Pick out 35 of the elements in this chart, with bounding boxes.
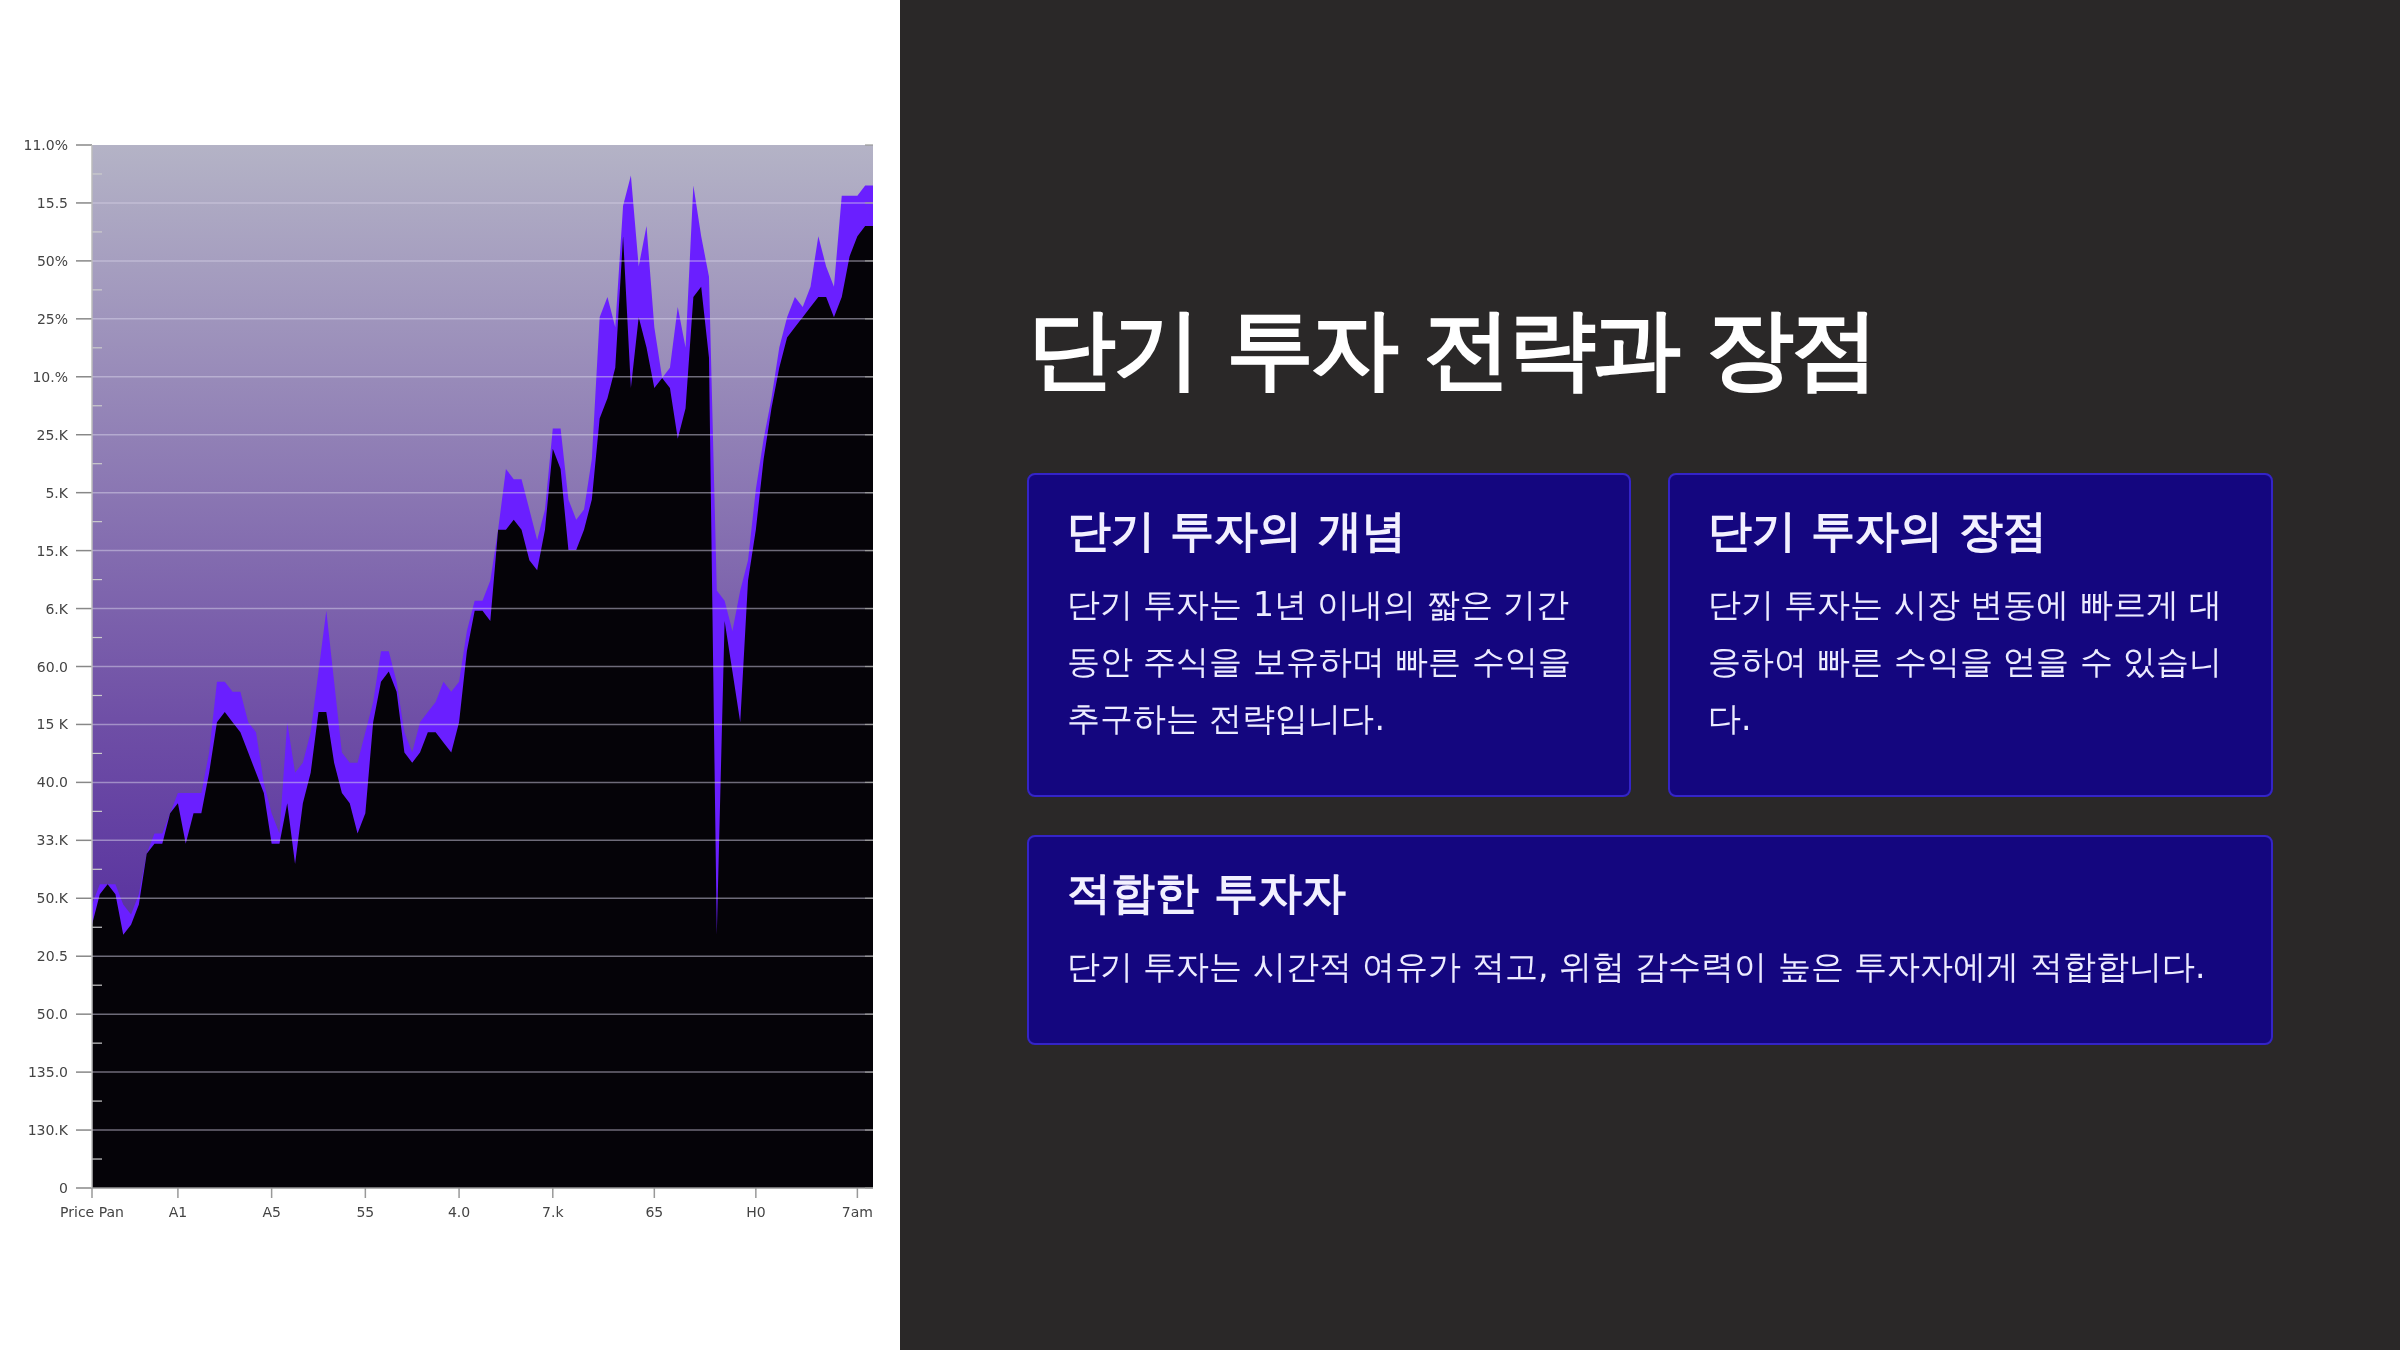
text: 10.% — [32, 368, 68, 385]
text: 20.5 — [36, 948, 68, 965]
x-tick-label: A1 — [168, 1204, 188, 1220]
x-tick-label: 7am — [841, 1204, 873, 1220]
text: 130.K — [27, 1122, 69, 1139]
text: 단기 투자의 장점 — [1708, 505, 2048, 558]
text: 5.K — [45, 484, 69, 501]
text: 50.0 — [36, 1006, 68, 1023]
text: 단기 투자 전략과 장점 — [1028, 296, 1876, 402]
x-tick-label: A5 — [262, 1204, 281, 1220]
text: 25% — [36, 310, 68, 327]
text: 60.0 — [36, 658, 68, 675]
text: 15.5 — [36, 194, 68, 211]
text: 적합한 투자자 — [1067, 867, 1348, 920]
text: 25.K — [36, 426, 69, 443]
text: 40.0 — [36, 774, 68, 791]
text: 135.0 — [27, 1064, 68, 1081]
text: 50% — [36, 252, 68, 269]
text: 0 — [59, 1180, 68, 1196]
text: 11.0% — [23, 137, 68, 153]
text: 6.K — [45, 600, 69, 617]
text: 단기 투자는 1년 이내의 짧은 기간 동안 주식을 보유하며 빠른 수익을 추구하는 전략입니다. — [1067, 583, 1572, 740]
text: 15.K — [36, 542, 69, 559]
x-tick-label: Price Pan — [60, 1204, 124, 1220]
x-tick-label: H0 — [746, 1204, 766, 1220]
text: 단기 투자의 개념 — [1067, 505, 1407, 558]
text: 15 K — [36, 716, 69, 733]
x-tick-label: 65 — [645, 1204, 664, 1220]
text: 50.K — [36, 890, 69, 907]
x-tick-label: 7.k — [542, 1204, 565, 1220]
x-tick-label: 55 — [356, 1204, 375, 1220]
text: 단기 투자는 시장 변동에 빠르게 대응하여 빠른 수익을 얻을 수 있습니다. — [1708, 583, 2224, 740]
text: 단기 투자는 시간적 여유가 적고, 위험 감수력이 높은 투자자에게 적합합니다. — [1067, 945, 2207, 988]
x-tick-label: 4.0 — [447, 1204, 471, 1220]
text: 33.K — [36, 832, 69, 849]
